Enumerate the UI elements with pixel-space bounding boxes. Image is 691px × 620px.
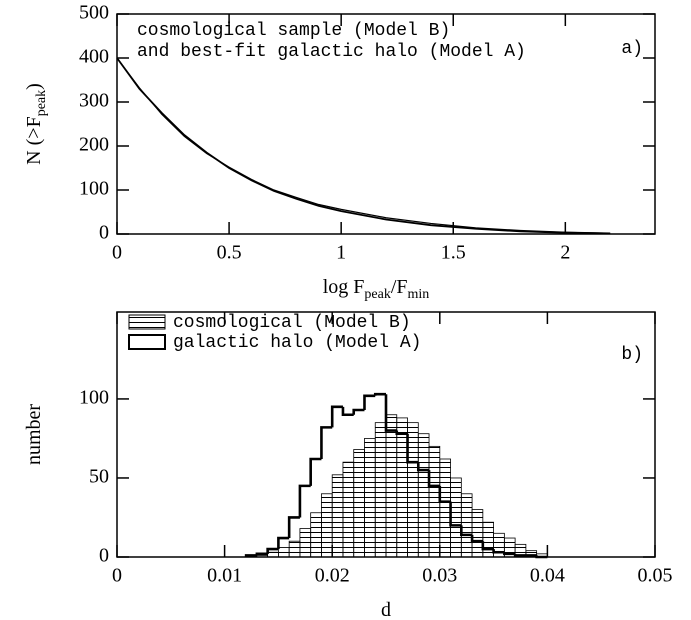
plot-frame bbox=[116, 311, 656, 558]
bar bbox=[363, 394, 376, 410]
bar bbox=[341, 406, 354, 417]
bar bbox=[364, 438, 376, 558]
bar bbox=[384, 394, 397, 432]
x-tick-label: 0.03 bbox=[422, 565, 457, 587]
x-axis-label-part: /F bbox=[391, 276, 408, 298]
bar bbox=[330, 405, 343, 428]
bar bbox=[299, 528, 312, 558]
bar bbox=[407, 422, 419, 558]
bar bbox=[460, 525, 473, 537]
bar bbox=[266, 547, 279, 554]
bar bbox=[310, 512, 322, 558]
y-tick-label: 0 bbox=[99, 222, 109, 244]
bar bbox=[438, 485, 451, 503]
bar bbox=[450, 477, 462, 558]
annotation: cosmological sample (Model B) bbox=[137, 21, 450, 41]
bar bbox=[416, 462, 430, 472]
bar bbox=[309, 457, 322, 486]
bar bbox=[342, 461, 355, 558]
x-axis-label-part: peak bbox=[364, 287, 390, 302]
bar bbox=[481, 541, 494, 551]
bar bbox=[373, 392, 386, 396]
y-tick-label: 300 bbox=[79, 90, 109, 112]
bar bbox=[482, 521, 494, 558]
panel-label: a) bbox=[621, 39, 643, 59]
legend-label: cosmological (Model B) bbox=[173, 313, 411, 333]
bar bbox=[513, 553, 526, 557]
line bbox=[116, 57, 611, 235]
x-tick-label: 0.5 bbox=[217, 242, 242, 264]
bar bbox=[277, 536, 290, 550]
y-tick-label: 0 bbox=[99, 545, 109, 567]
legend-swatch bbox=[128, 314, 166, 330]
x-tick-label: 1 bbox=[336, 242, 346, 264]
x-tick-label: 0.01 bbox=[207, 565, 242, 587]
bar bbox=[353, 449, 365, 558]
y-tick-label: 100 bbox=[79, 387, 109, 409]
bar bbox=[298, 484, 311, 518]
x-tick-label: 0 bbox=[112, 565, 122, 587]
bar bbox=[331, 474, 344, 558]
bar bbox=[428, 445, 441, 558]
y-axis-label-part: N (>F bbox=[23, 116, 45, 165]
plot-frame bbox=[116, 13, 656, 235]
bar bbox=[320, 426, 333, 459]
bar bbox=[374, 422, 387, 558]
bar bbox=[470, 534, 483, 543]
bar bbox=[503, 552, 516, 556]
bar bbox=[449, 501, 462, 527]
y-tick-label: 500 bbox=[79, 2, 109, 24]
bar bbox=[277, 547, 290, 558]
bar bbox=[406, 433, 419, 464]
bar bbox=[439, 458, 451, 558]
y-tick-label: 100 bbox=[79, 178, 109, 200]
bar bbox=[352, 408, 365, 415]
line bbox=[116, 57, 611, 234]
y-axis-label-part: number bbox=[23, 404, 45, 465]
x-axis-label: d bbox=[381, 599, 391, 620]
bar bbox=[417, 433, 430, 558]
y-tick-label: 400 bbox=[79, 46, 109, 68]
bar bbox=[492, 549, 505, 554]
y-axis-label: number bbox=[23, 404, 45, 465]
x-axis-label: log Fpeak/Fmin bbox=[323, 276, 430, 303]
bar bbox=[396, 417, 408, 558]
x-tick-label: 0.05 bbox=[638, 565, 673, 587]
y-axis-label: N (>Fpeak) bbox=[23, 83, 50, 165]
legend-swatch bbox=[128, 334, 166, 350]
bar bbox=[287, 516, 300, 539]
x-axis-label-part: log F bbox=[323, 276, 365, 298]
bar bbox=[471, 509, 484, 558]
x-tick-label: 1.5 bbox=[441, 242, 466, 264]
x-tick-label: 0.02 bbox=[315, 565, 350, 587]
x-tick-label: 0 bbox=[112, 242, 122, 264]
bar bbox=[460, 493, 473, 558]
x-tick-label: 2 bbox=[560, 242, 570, 264]
legend-label: galactic halo (Model A) bbox=[173, 333, 421, 353]
x-axis-label-part: min bbox=[408, 287, 430, 302]
bar bbox=[385, 414, 398, 558]
y-axis-label-part: peak bbox=[34, 90, 49, 116]
y-axis-label-part: ) bbox=[23, 83, 45, 90]
panel-label: b) bbox=[621, 345, 643, 365]
y-tick-label: 50 bbox=[89, 466, 109, 488]
bar bbox=[395, 430, 408, 436]
bar bbox=[288, 540, 301, 558]
bar bbox=[255, 552, 268, 556]
bar bbox=[321, 493, 333, 558]
y-tick-label: 200 bbox=[79, 134, 109, 156]
annotation: and best-fit galactic halo (Model A) bbox=[137, 42, 526, 62]
x-axis-label-part: d bbox=[381, 599, 391, 620]
x-tick-label: 0.04 bbox=[530, 565, 565, 587]
bar bbox=[427, 470, 440, 488]
